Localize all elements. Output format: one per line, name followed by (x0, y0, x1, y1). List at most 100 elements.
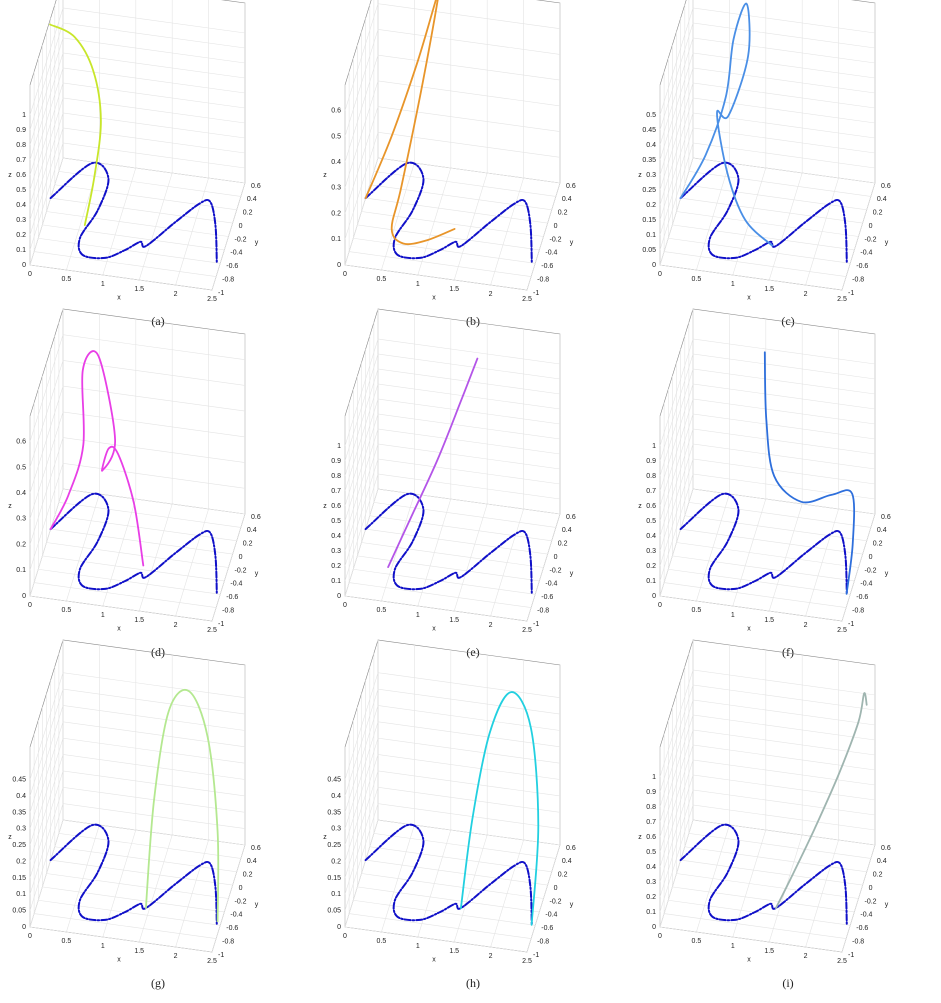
y-grid-line (33, 402, 217, 608)
y-tick-label: 0 (554, 554, 558, 561)
y-tick-label: -0.4 (860, 912, 872, 919)
z-grid-line (29, 157, 246, 266)
z-grid-line (344, 106, 561, 214)
y-grid-line (357, 375, 540, 582)
z-tick-label: 0.3 (331, 185, 341, 192)
z-tick-label: 0.5 (331, 518, 341, 525)
x-tick-label: 0 (658, 933, 662, 940)
caption: (f) (782, 645, 794, 659)
z-tick-label: 0.2 (331, 858, 341, 865)
z-grid-line (659, 7, 876, 116)
z-grid-line (29, 737, 246, 846)
z-grid-line (29, 112, 246, 221)
y-grid-line (42, 375, 225, 582)
z-grid-line (344, 458, 561, 567)
y-tick-label: 0 (554, 223, 558, 230)
z-grid-line (659, 443, 876, 552)
y-tick-label: 0.6 (251, 845, 261, 852)
z-grid-line (659, 157, 876, 266)
z-tick-label: 0.6 (331, 108, 341, 115)
x-grid-line (175, 329, 209, 617)
x-tick-label: 0.5 (62, 276, 72, 283)
caption: (e) (466, 645, 479, 659)
z-grid-line (344, 3, 561, 111)
z-grid-line (344, 672, 561, 780)
y-grid-line (684, 666, 867, 873)
z-grid-line (29, 37, 246, 146)
x-tick-label: 0.5 (377, 607, 387, 614)
z-tick-label: 0.6 (331, 503, 341, 510)
z-tick-label: 0.35 (327, 809, 341, 816)
x-grid-line (696, 314, 730, 602)
z-grid-line (659, 819, 876, 928)
reference-curve (679, 161, 848, 264)
z-grid-line (344, 428, 561, 537)
x-tick-label: 1.5 (764, 286, 774, 293)
x-axis-label: x (117, 956, 121, 963)
z-grid-line (659, 37, 876, 146)
y-grid-line (54, 666, 237, 873)
z-tick-label: 0.5 (646, 849, 656, 856)
z-grid-line (659, 127, 876, 236)
x-tick-label: 1 (731, 943, 735, 950)
z-grid-line (29, 688, 246, 797)
x-grid-line (805, 0, 839, 286)
z-grid-line (29, 82, 246, 191)
z-tick-label: 0.6 (16, 172, 26, 179)
y-grid-line (46, 31, 229, 237)
y-tick-label: -0.8 (852, 938, 864, 945)
axis-box (29, 308, 246, 514)
z-tick-label: 0.05 (327, 907, 341, 914)
y-grid-line (37, 389, 221, 595)
axis-box (344, 0, 561, 183)
z-tick-label: 0.6 (16, 439, 26, 446)
z-tick-label: 0.3 (646, 879, 656, 886)
x-tick-label: 1.5 (134, 948, 144, 955)
reference-curve (364, 823, 533, 926)
y-tick-label: -1 (218, 290, 224, 297)
x-grid-line (805, 329, 839, 617)
z-axis-label: z (323, 834, 327, 841)
x-grid-line (732, 319, 767, 607)
z-tick-label: 1 (652, 774, 656, 781)
x-tick-label: 2.5 (207, 958, 217, 965)
trajectory (364, 0, 456, 246)
z-grid-line (659, 338, 876, 447)
x-axis-label: x (747, 956, 751, 963)
x-tick-label: 2.5 (207, 296, 217, 303)
x-tick-label: 2 (804, 953, 808, 960)
x-tick-label: 2.5 (837, 627, 847, 634)
y-tick-label: 0.6 (566, 514, 576, 521)
z-grid-line (344, 770, 561, 878)
z-grid-line (344, 737, 561, 846)
y-axis-label: y (570, 239, 574, 246)
z-tick-label: 0.1 (331, 236, 341, 243)
reference-curve (679, 492, 848, 595)
z-grid-line (659, 413, 876, 522)
z-grid-line (344, 488, 561, 597)
z-tick-label: 0.3 (16, 516, 26, 523)
z-grid-line (29, 819, 246, 928)
x-tick-label: 0.5 (377, 938, 387, 945)
z-grid-line (659, 684, 876, 793)
z-grid-line (29, 803, 246, 911)
y-tick-label: -0.8 (852, 607, 864, 614)
z-tick-label: 0 (337, 262, 341, 269)
y-tick-label: -0.6 (856, 925, 868, 932)
x-tick-label: 2 (804, 291, 808, 298)
trajectory (460, 691, 540, 926)
x-grid-line (417, 319, 452, 607)
y-axis-label: y (570, 901, 574, 908)
y-tick-label: -0.8 (222, 938, 234, 945)
z-grid-line (344, 398, 561, 507)
z-grid-line (29, 52, 246, 161)
z-tick-label: 0.1 (646, 578, 656, 585)
z-tick-label: 0.4 (331, 159, 341, 166)
z-tick-label: 0.1 (646, 232, 656, 239)
z-grid-line (344, 754, 561, 862)
z-grid-line (344, 721, 561, 829)
y-tick-label: -0.6 (226, 925, 238, 932)
z-tick-label: 0.2 (646, 202, 656, 209)
z-grid-line (344, 443, 561, 552)
z-tick-label: 0.3 (646, 548, 656, 555)
